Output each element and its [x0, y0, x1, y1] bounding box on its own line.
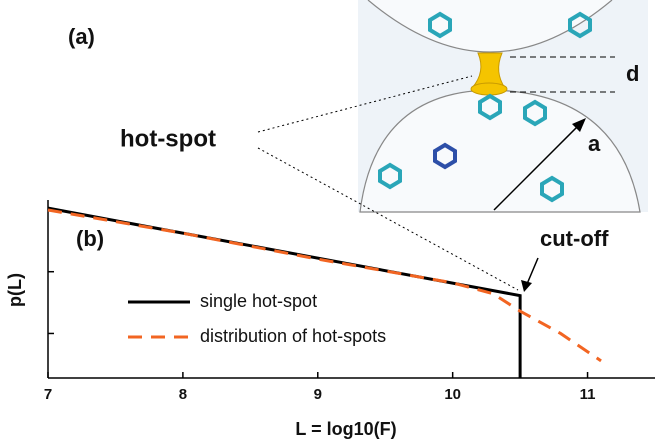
x-tick-label: 8 [179, 386, 187, 403]
legend-label: single hot-spot [200, 291, 317, 311]
nanogap-diagram: d a [358, 0, 648, 213]
arrow-head [572, 118, 586, 132]
hot-spot-label: hot-spot [120, 125, 216, 152]
hot-spot-base [470, 82, 508, 96]
panel-label: (a) [68, 24, 95, 49]
y-axis-title: p(L) [5, 273, 25, 307]
radius-arrow [493, 123, 581, 211]
cut-off-label: cut-off [540, 226, 609, 251]
radius-label: a [588, 131, 601, 156]
x-tick-label: 11 [580, 386, 596, 403]
molecules [378, 11, 592, 203]
upper-sphere [367, 0, 613, 53]
x-tick-label: 10 [444, 386, 461, 403]
panel-label: (b) [76, 226, 104, 251]
x-tick-label: 7 [44, 386, 52, 403]
legend-label: distribution of hot-spots [200, 326, 386, 346]
pointer-line [257, 75, 473, 133]
cut-off-arrow [526, 257, 539, 285]
plot: 7 8 9 10 11 single hot-spot distribution of ho… [44, 200, 655, 403]
pointer-line [257, 147, 519, 291]
gap-label: d [626, 61, 639, 86]
x-axis-title: L = log10(F) [295, 419, 396, 439]
x-tick-label: 9 [314, 386, 322, 403]
series-line [47, 206, 522, 378]
arrow-head [521, 280, 532, 292]
